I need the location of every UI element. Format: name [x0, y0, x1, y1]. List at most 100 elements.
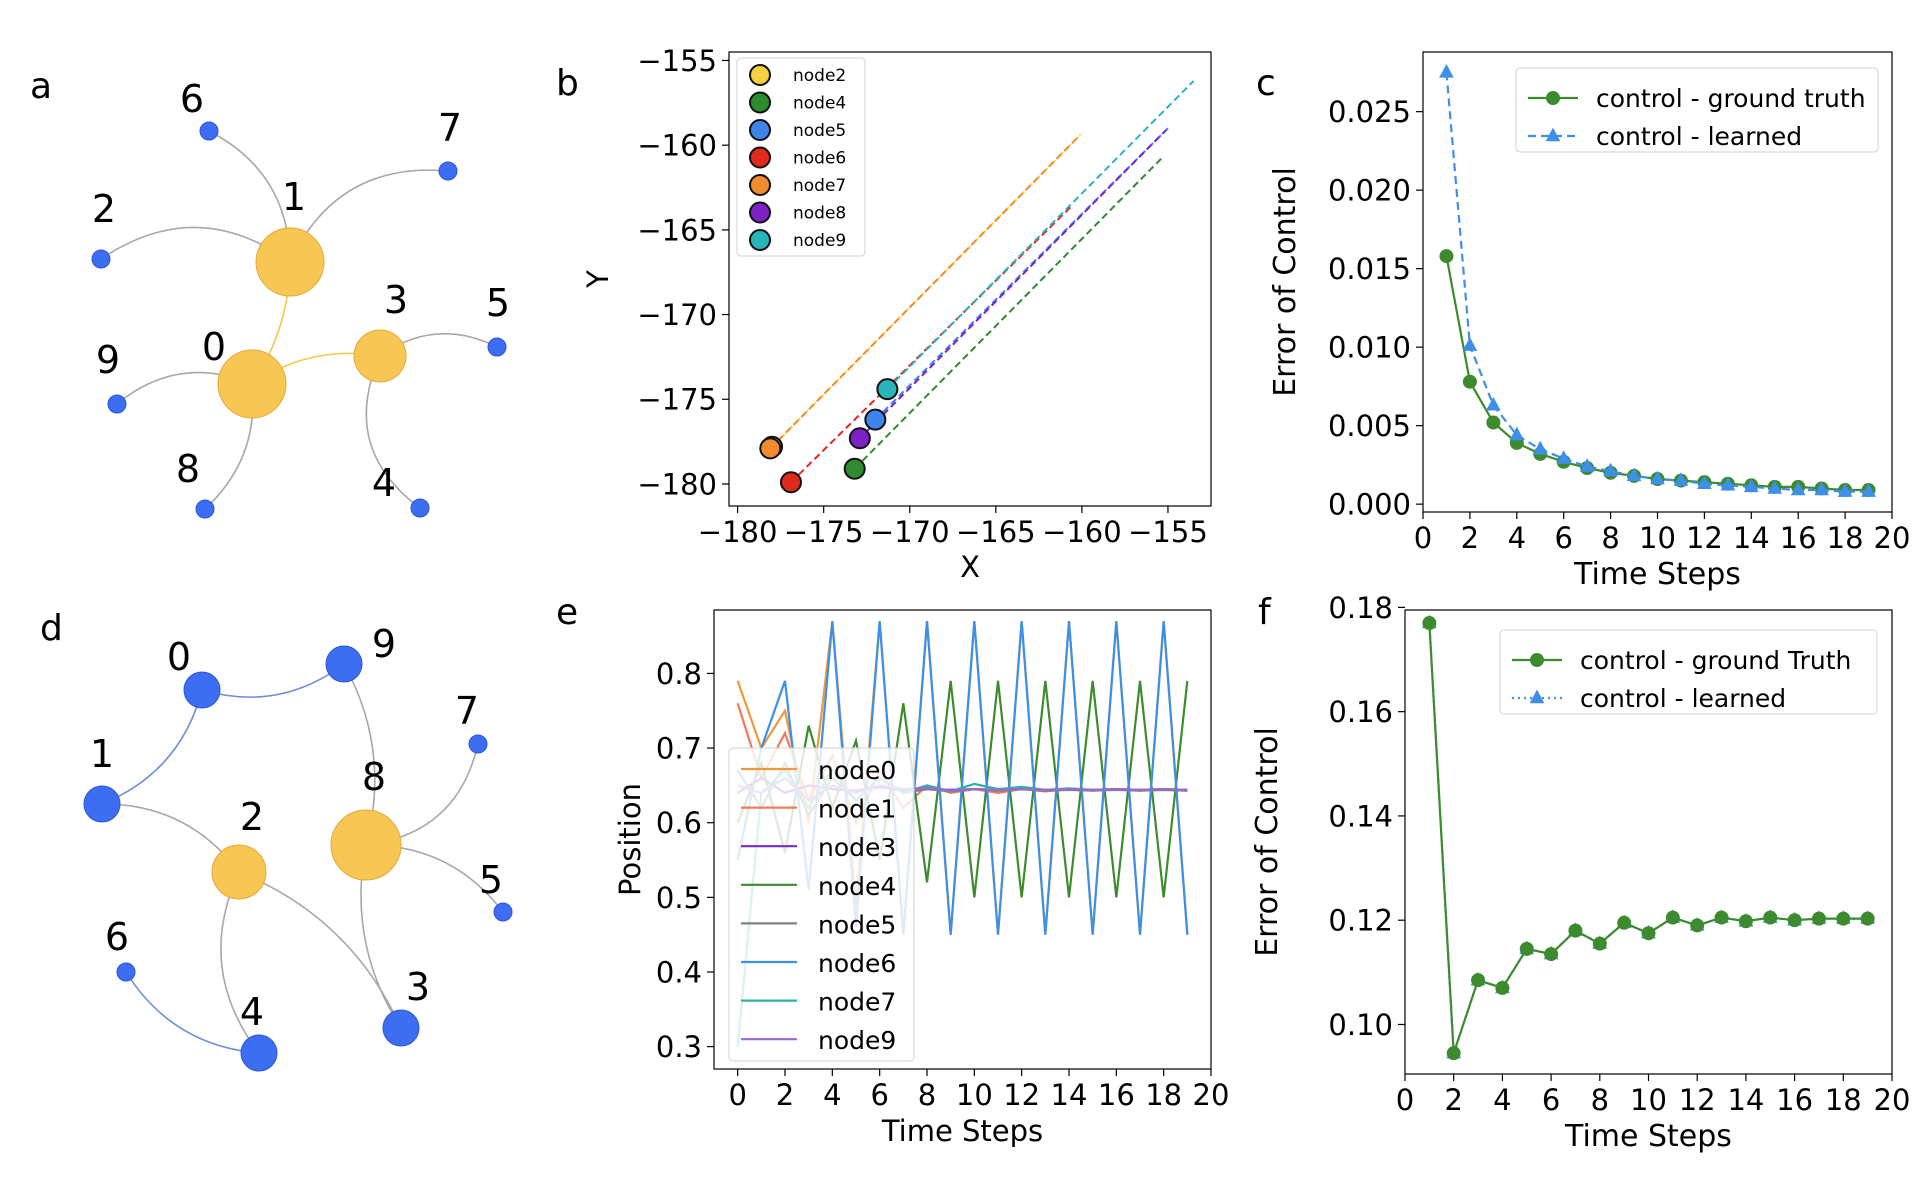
data-point [1767, 480, 1783, 494]
network-node-label: 5 [486, 281, 510, 325]
y-axis-label: Error of Control [1268, 167, 1303, 397]
legend-marker [749, 64, 771, 86]
network-node [438, 161, 458, 181]
x-tick-label: 16 [1780, 521, 1817, 555]
x-tick-label: 18 [1145, 1078, 1182, 1112]
data-point [1673, 472, 1689, 486]
network-node-label: 2 [92, 187, 116, 231]
network-edge [201, 663, 345, 698]
legend-entry: node9 [818, 1026, 896, 1055]
x-tick-label: 0 [1396, 1083, 1414, 1117]
x-tick-label: 14 [1051, 1078, 1088, 1112]
data-point [1529, 689, 1545, 704]
network-node [468, 734, 488, 754]
x-tick-label: 14 [1733, 521, 1770, 555]
y-axis-label: Error of Control [1250, 727, 1285, 957]
network-node-label: 6 [105, 915, 129, 959]
y-tick-label: −160 [637, 129, 717, 163]
node-point [864, 408, 887, 431]
legend: node0 node1 node3 node4 node5 node6 node7 node9 [728, 747, 915, 1062]
legend-entry: control - ground truth [1596, 84, 1866, 113]
network-edge [101, 689, 203, 805]
x-axis-label: Time Steps [881, 1114, 1043, 1148]
y-tick-label: 0.7 [656, 732, 702, 766]
node-point [876, 378, 899, 401]
x-tick-label: 0 [728, 1078, 746, 1112]
axes-b: −180 −175 −170 −165 −160 −155−155−160−165−170… [581, 44, 1212, 584]
data-point [1422, 616, 1437, 631]
legend-entry: node3 [818, 833, 896, 862]
y-axis-label: Position [613, 783, 647, 896]
legend-marker [749, 91, 771, 114]
x-tick-label: 6 [1542, 1083, 1560, 1117]
network-node-label: 1 [282, 175, 306, 219]
x-tick-label: 4 [1508, 521, 1526, 555]
node-point [759, 437, 782, 460]
data-point [1811, 911, 1826, 926]
network-node-label: 1 [90, 732, 114, 776]
data-point [1641, 926, 1656, 941]
data-point [1545, 127, 1561, 142]
network-node [211, 844, 267, 900]
x-tick-label: 20 [1874, 521, 1911, 555]
network-node [83, 785, 121, 823]
axes-frame [713, 609, 1212, 1070]
panel-label: d [40, 608, 63, 649]
legend-marker [749, 229, 771, 251]
legend-box [1515, 67, 1879, 153]
x-tick-label: −170 [870, 515, 950, 549]
data-point [1617, 915, 1632, 930]
network-node [91, 249, 111, 269]
x-tick-label: 18 [1825, 1083, 1862, 1117]
x-tick-label: 2 [1461, 521, 1479, 555]
x-tick-label: −180 [698, 515, 778, 549]
network-node [382, 1009, 420, 1047]
data-point [1690, 918, 1705, 933]
x-tick-label: 8 [918, 1078, 936, 1112]
data-point [1446, 1046, 1461, 1061]
data-point [1592, 936, 1607, 951]
legend-entry: control - learned [1580, 684, 1786, 713]
y-tick-label: 0.12 [1328, 904, 1393, 938]
axes-f: 0 2 4 6 8 10 12 14 16 18 20 0.10 0.12 0.14 0.16 0.18 Tim… [1250, 591, 1910, 1154]
x-tick-label: 2 [776, 1078, 794, 1112]
data-point [1519, 941, 1534, 956]
x-tick-label: −155 [1128, 515, 1208, 549]
network-node-label: 0 [202, 325, 226, 369]
network-node-label: 4 [240, 990, 264, 1034]
network-node [195, 499, 215, 519]
panel-label: f [1258, 592, 1272, 633]
y-tick-label: −180 [637, 467, 717, 501]
series-line [1445, 255, 1869, 492]
y-tick-label: 0.010 [1328, 331, 1411, 365]
data-point [1738, 914, 1753, 929]
network-node [330, 809, 402, 881]
network-edge [125, 971, 260, 1054]
legend-entry: node7 [818, 988, 896, 1017]
data-point [1471, 973, 1486, 988]
data-point [1787, 913, 1802, 928]
x-tick-label: 8 [1591, 1083, 1609, 1117]
panel-label: e [556, 592, 578, 633]
data-point [1462, 337, 1478, 351]
x-tick-label: 6 [870, 1078, 888, 1112]
network-node [255, 227, 325, 297]
x-tick-label: −165 [956, 515, 1036, 549]
trajectory-line [859, 129, 1167, 439]
network-node [217, 349, 287, 419]
data-point [1836, 911, 1851, 926]
panel-label: a [30, 66, 52, 107]
y-tick-label: 0.4 [656, 955, 702, 989]
x-tick-label: 12 [1003, 1078, 1040, 1112]
y-tick-label: 0.18 [1328, 591, 1393, 625]
legend-marker [749, 119, 771, 141]
data-point [1763, 910, 1778, 925]
legend-entry: node6 [818, 949, 896, 978]
network-node [325, 645, 363, 683]
data-point [1556, 450, 1572, 464]
axes-c: 0 2 4 6 8 10 12 14 16 18 20 0.000 0.005 0.010 0.015 0.0… [1268, 51, 1911, 592]
x-tick-label: 10 [1630, 1083, 1667, 1117]
data-point [1509, 426, 1525, 441]
legend-entry: node7 [793, 176, 846, 196]
data-point [1486, 415, 1501, 430]
